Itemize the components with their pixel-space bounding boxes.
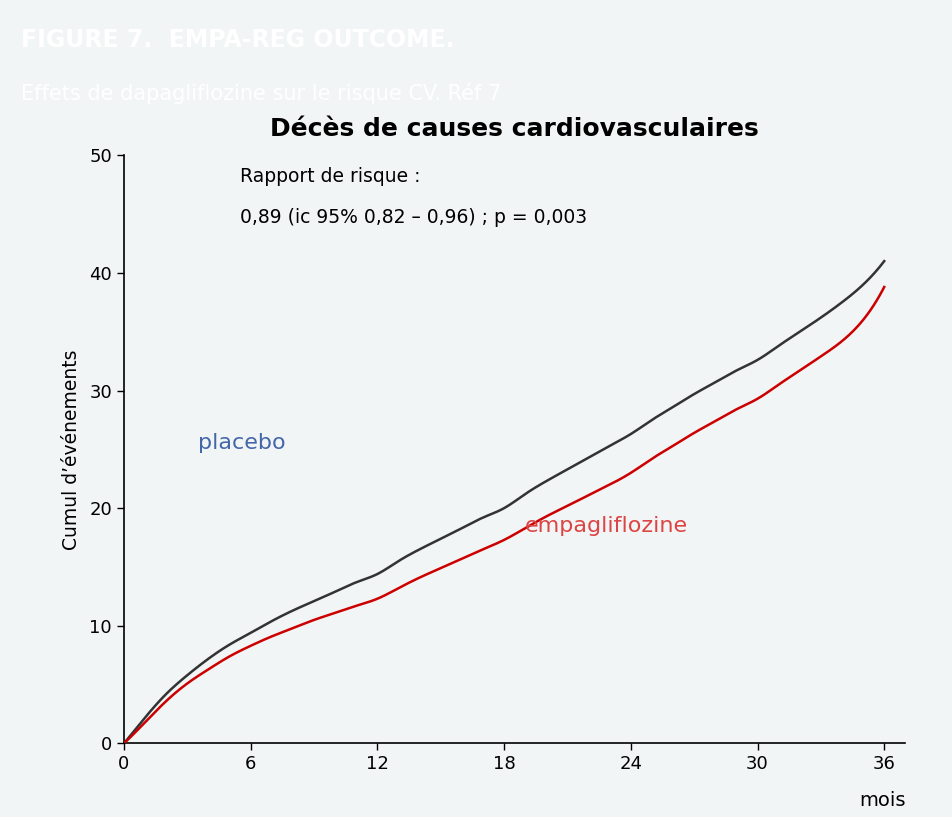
Text: 0,89 (ic 95% 0,82 – 0,96) ; p = 0,003: 0,89 (ic 95% 0,82 – 0,96) ; p = 0,003 — [240, 208, 586, 227]
Text: FIGURE 7.  EMPA-REG OUTCOME.: FIGURE 7. EMPA-REG OUTCOME. — [21, 28, 454, 51]
Y-axis label: Cumul d’événements: Cumul d’événements — [62, 349, 81, 550]
Text: Rapport de risque :: Rapport de risque : — [240, 167, 420, 186]
Text: mois: mois — [858, 791, 904, 810]
Text: placebo: placebo — [198, 434, 286, 453]
Text: Effets de dapagliflozine sur le risque CV. Réf 7: Effets de dapagliflozine sur le risque C… — [21, 83, 501, 104]
Text: empagliflozine: empagliflozine — [525, 516, 687, 536]
Title: Décès de causes cardiovasculaires: Décès de causes cardiovasculaires — [270, 117, 758, 141]
